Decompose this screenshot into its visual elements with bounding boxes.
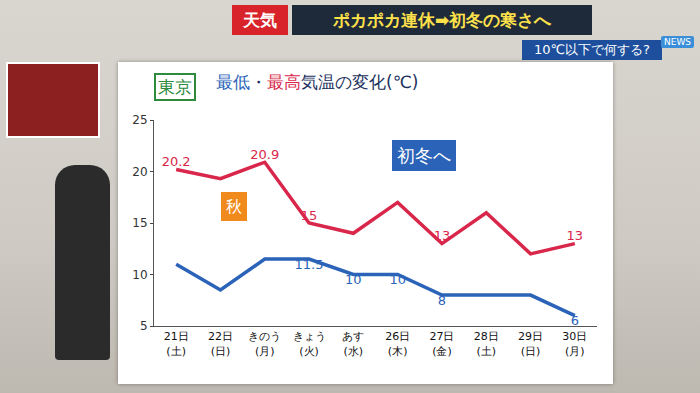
svg-text:22日(日): 22日(日) [208, 330, 233, 357]
svg-text:10: 10 [345, 272, 362, 287]
svg-text:東京: 東京 [158, 77, 192, 97]
svg-text:あす(水): あす(水) [342, 330, 364, 357]
svg-text:8: 8 [438, 293, 446, 308]
svg-text:20.2: 20.2 [162, 154, 191, 169]
html-text:NEWS: NEWS [664, 37, 691, 47]
svg-text:初冬へ: 初冬へ [397, 145, 451, 166]
svg-text:27日(金): 27日(金) [429, 330, 454, 357]
svg-text:13: 13 [434, 228, 451, 243]
svg-text:6: 6 [571, 313, 579, 328]
svg-text:10: 10 [389, 272, 406, 287]
svg-text:20.9: 20.9 [250, 147, 279, 162]
html-text:10℃以下で何する?: 10℃以下で何する? [534, 42, 650, 57]
svg-text:5: 5 [140, 319, 148, 333]
html-text:天気: 天気 [243, 10, 277, 30]
svg-text:11.5: 11.5 [295, 257, 324, 272]
svg-text:最低・最高気温の変化(℃): 最低・最高気温の変化(℃) [216, 72, 418, 92]
svg-text:28日(土): 28日(土) [474, 330, 499, 357]
svg-text:21日(土): 21日(土) [164, 330, 189, 357]
svg-text:25: 25 [132, 113, 147, 127]
svg-text:10: 10 [132, 268, 147, 282]
svg-text:15: 15 [301, 208, 318, 223]
svg-text:29日(日): 29日(日) [518, 330, 543, 357]
svg-text:20: 20 [132, 165, 147, 179]
svg-text:30日(月): 30日(月) [562, 330, 587, 357]
html-text:ポカポカ連休➡初冬の寒さへ: ポカポカ連休➡初冬の寒さへ [332, 10, 552, 30]
svg-text:26日(木): 26日(木) [385, 330, 410, 357]
svg-text:きのう(月): きのう(月) [248, 330, 281, 357]
svg-text:13: 13 [567, 228, 584, 243]
svg-text:きょう(火): きょう(火) [293, 330, 326, 357]
svg-text:15: 15 [132, 216, 147, 230]
svg-text:秋: 秋 [226, 197, 242, 216]
